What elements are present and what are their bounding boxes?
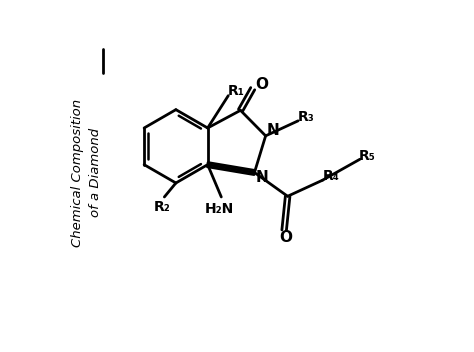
Text: R₃: R₃ <box>298 110 315 124</box>
Text: O: O <box>255 77 269 92</box>
Text: R₅: R₅ <box>359 149 376 163</box>
Text: N: N <box>267 123 280 138</box>
Text: R₄: R₄ <box>322 169 339 183</box>
Text: O: O <box>279 230 292 245</box>
Text: Chemical Composition
of a Diamond: Chemical Composition of a Diamond <box>71 99 101 246</box>
Text: N: N <box>256 170 268 185</box>
Text: H₂N: H₂N <box>205 202 234 216</box>
Text: R₁: R₁ <box>228 84 245 98</box>
Text: R₂: R₂ <box>154 200 171 214</box>
